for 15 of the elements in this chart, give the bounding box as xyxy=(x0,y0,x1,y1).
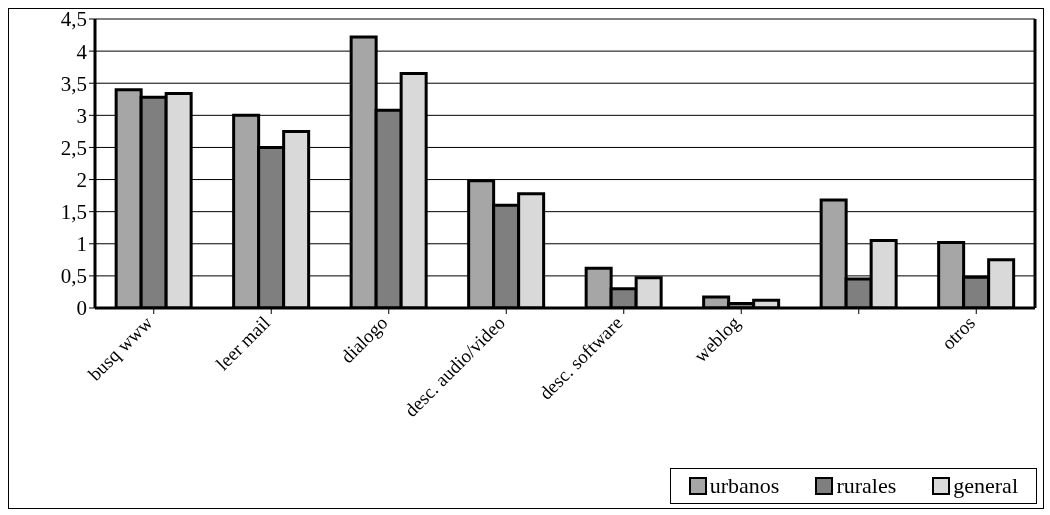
x-tick-label: leer mail xyxy=(211,311,275,375)
x-tick-label: otros xyxy=(937,311,980,354)
y-tick-label: 2 xyxy=(76,168,87,193)
y-tick-label: 0 xyxy=(76,296,87,321)
y-tick-label: 1,5 xyxy=(60,200,87,225)
y-tick-label: 4,5 xyxy=(60,7,87,32)
y-tick-label: 4 xyxy=(76,39,88,64)
y-tick-label: 3,5 xyxy=(60,71,87,96)
legend-label: rurales xyxy=(835,473,897,499)
y-tick-label: 2,5 xyxy=(60,135,87,160)
y-tick-label: 3 xyxy=(76,103,87,128)
legend-label: general xyxy=(952,473,1018,499)
y-tick-label: 1 xyxy=(76,232,87,257)
legend-label: urbanos xyxy=(708,473,780,499)
y-tick-label: 0,5 xyxy=(60,264,87,289)
